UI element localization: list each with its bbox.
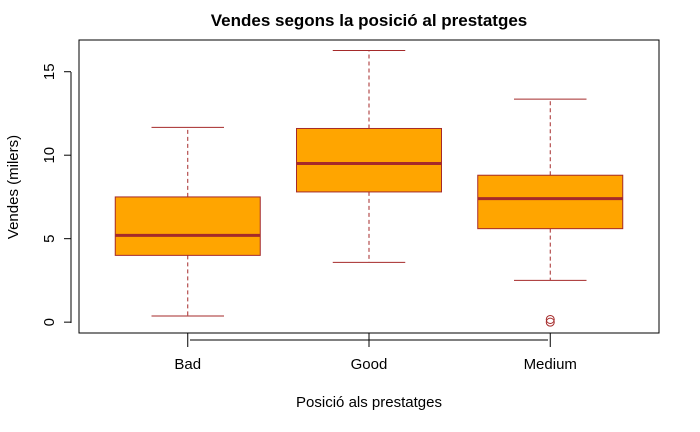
y-tick-label: 10: [41, 147, 58, 164]
y-tick-label: 0: [41, 318, 58, 326]
box-group-medium: [477, 98, 624, 327]
x-tick-label: Medium: [524, 356, 577, 373]
chart-title: Vendes segons la posició al prestatges: [211, 11, 528, 30]
box-group-good: [296, 50, 442, 263]
box-iqr: [114, 196, 261, 256]
x-axis-label: Posició als prestatges: [296, 394, 442, 411]
x-tick-label: Good: [351, 356, 388, 373]
y-tick-label: 15: [41, 63, 58, 80]
boxes-layer: [114, 50, 624, 327]
y-tick-label: 5: [41, 235, 58, 243]
box-group-bad: [114, 126, 261, 317]
outlier-point: [545, 314, 555, 324]
y-axis-label: Vendes (milers): [5, 135, 22, 239]
y-axis: 0 5 10 15: [41, 63, 72, 326]
outlier-point: [545, 317, 555, 327]
box-iqr: [477, 174, 624, 230]
x-axis: Bad Good Medium: [174, 333, 577, 373]
x-tick-label: Bad: [174, 356, 201, 373]
box-iqr: [296, 127, 442, 193]
